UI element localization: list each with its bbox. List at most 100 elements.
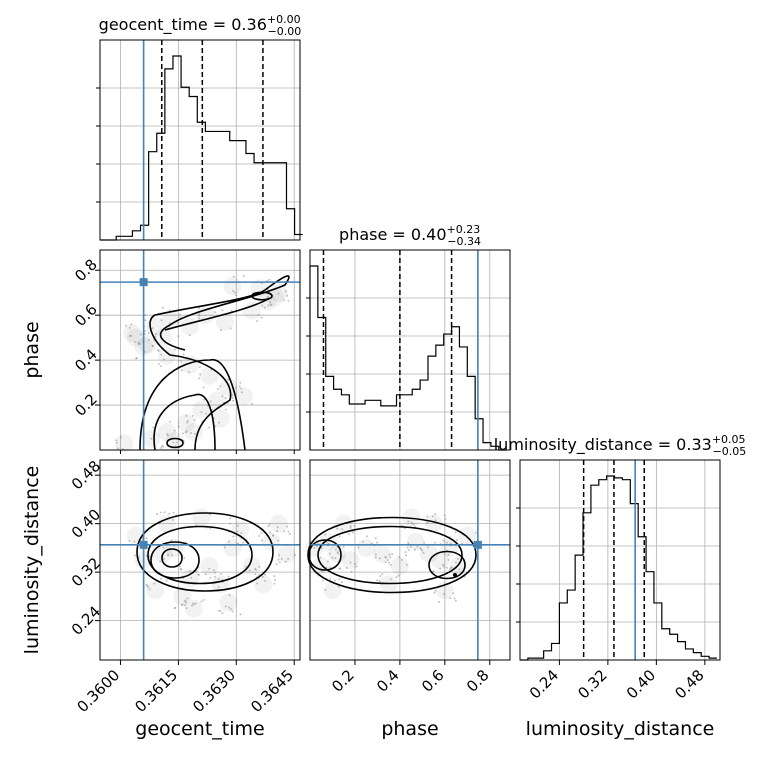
scatter-point xyxy=(456,539,459,542)
scatter-point xyxy=(195,569,198,572)
x-axis-label-luminosity_distance: luminosity_distance xyxy=(526,718,715,740)
scatter-point xyxy=(212,569,215,572)
scatter-point xyxy=(229,608,232,611)
histogram-geocent_time xyxy=(100,55,303,241)
scatter-point xyxy=(276,539,279,542)
scatter-point xyxy=(447,553,450,556)
scatter-point xyxy=(386,559,389,562)
scatter-point xyxy=(231,396,234,399)
scatter-point xyxy=(398,555,401,558)
scatter-point xyxy=(426,515,429,518)
scatter-point xyxy=(151,327,154,330)
scatter-point xyxy=(449,542,452,545)
scatter-point xyxy=(133,540,136,543)
scatter-point xyxy=(423,541,426,544)
scatter-point xyxy=(316,545,319,548)
title-sub: −0.34 xyxy=(447,235,481,248)
scatter-point xyxy=(273,582,276,585)
scatter-point xyxy=(389,556,392,559)
scatter-point xyxy=(284,560,287,563)
xtick-label-luminosity_distance: 0.24 xyxy=(526,666,562,702)
scatter-point xyxy=(218,421,221,424)
scatter-point xyxy=(349,526,352,529)
scatter-point xyxy=(223,546,226,549)
density-cell xyxy=(223,538,242,557)
scatter-point xyxy=(179,316,182,319)
scatter-point xyxy=(128,539,131,542)
xtick-label-phase: 0.6 xyxy=(418,666,448,696)
scatter-point xyxy=(166,434,169,437)
scatter-point xyxy=(217,609,220,612)
scatter-point xyxy=(159,511,162,514)
density-cell xyxy=(357,538,376,557)
scatter-point xyxy=(348,533,351,536)
scatter-point xyxy=(185,607,188,610)
scatter-point xyxy=(329,577,332,580)
density-cell xyxy=(123,324,142,343)
scatter-point xyxy=(340,581,343,584)
scatter-point xyxy=(416,545,419,548)
scatter-point xyxy=(266,295,269,298)
scatter-point xyxy=(438,601,441,604)
scatter-point xyxy=(224,605,227,608)
scatter-point xyxy=(434,519,437,522)
ytick-label-luminosity_distance: 0.24 xyxy=(68,602,104,638)
xtick-label-luminosity_distance: 0.48 xyxy=(671,666,707,702)
density-cell xyxy=(277,544,296,563)
scatter-point xyxy=(173,348,176,351)
scatter-point xyxy=(287,557,290,560)
scatter-point xyxy=(374,553,377,556)
scatter-point xyxy=(185,414,188,417)
panel-frame xyxy=(99,459,301,661)
scatter-point xyxy=(328,552,331,555)
scatter-point xyxy=(152,426,155,429)
scatter-point xyxy=(273,575,276,578)
scatter-point xyxy=(321,570,324,573)
scatter-point xyxy=(334,548,337,551)
scatter-point xyxy=(257,573,260,576)
scatter-point xyxy=(188,334,191,337)
density-cell xyxy=(458,526,477,545)
scatter-point xyxy=(190,431,193,434)
scatter-point xyxy=(321,579,324,582)
scatter-point xyxy=(177,359,180,362)
scatter-point xyxy=(209,400,212,403)
density-cell xyxy=(235,387,254,406)
scatter-point xyxy=(226,378,229,381)
scatter-point xyxy=(202,386,205,389)
density-cell xyxy=(157,346,176,365)
scatter-point xyxy=(389,563,392,566)
scatter-point xyxy=(160,319,163,322)
scatter-point xyxy=(192,602,195,605)
density-cell xyxy=(177,414,196,433)
scatter-point xyxy=(388,553,391,556)
scatter-point xyxy=(345,567,348,570)
scatter-point xyxy=(268,278,271,281)
scatter-point xyxy=(181,432,184,435)
panel-frame xyxy=(99,39,301,241)
scatter-point xyxy=(180,568,183,571)
density-cell xyxy=(161,310,180,329)
scatter-point xyxy=(329,566,332,569)
panel-2d-geocent_time-phase xyxy=(99,249,301,453)
scatter-point xyxy=(404,551,407,554)
density-cell xyxy=(269,514,288,533)
scatter-point xyxy=(119,436,122,439)
scatter-point xyxy=(228,540,231,543)
scatter-point xyxy=(287,299,290,302)
density-cell xyxy=(165,432,184,451)
scatter-point xyxy=(434,513,437,516)
scatter-point xyxy=(147,331,150,334)
scatter-point xyxy=(178,313,181,316)
scatter-point xyxy=(231,610,234,613)
scatter-point xyxy=(181,603,184,606)
scatter-point xyxy=(198,317,201,320)
histogram-luminosity_distance xyxy=(520,475,717,661)
contour-outer xyxy=(136,512,274,592)
scatter-point xyxy=(288,533,291,536)
scatter-point xyxy=(228,594,231,597)
scatter-point xyxy=(255,582,258,585)
title-sub: −0.00 xyxy=(268,25,302,38)
x-axis-label-phase: phase xyxy=(381,718,438,740)
scatter-point xyxy=(449,596,452,599)
